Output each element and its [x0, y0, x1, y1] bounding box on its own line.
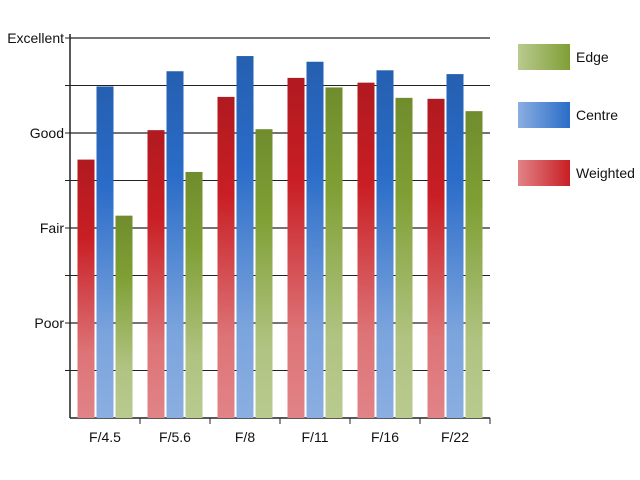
bar-weighted-f-16: [357, 82, 375, 419]
bar-weighted-f-8: [217, 96, 235, 419]
legend-item-centre: Centre: [518, 102, 618, 128]
legend-swatch: [518, 160, 570, 186]
bar-edge-f-16: [395, 97, 413, 418]
x-tick-label: F/5.6: [159, 429, 191, 445]
legend-swatch: [518, 102, 570, 128]
legend-label: Centre: [576, 107, 618, 123]
bar-centre-f-8: [236, 56, 254, 419]
y-tick-label: Good: [30, 125, 64, 141]
bar-centre-f-16: [376, 70, 394, 419]
bar-centre-f-4-5: [96, 86, 114, 418]
bar-edge-f-22: [465, 111, 483, 419]
bar-weighted-f-11: [287, 77, 305, 419]
legend-item-edge: Edge: [518, 44, 609, 70]
bar-edge-f-5-6: [185, 171, 203, 418]
x-tick-label: F/8: [235, 429, 255, 445]
bar-centre-f-11: [306, 61, 324, 418]
legend-label: Weighted: [576, 165, 635, 181]
x-tick-label: F/22: [441, 429, 469, 445]
bar-weighted-f-5-6: [147, 130, 165, 418]
bar-weighted-f-22: [427, 98, 445, 419]
y-tick-labels: Poor Fair Good Excellent: [7, 30, 64, 331]
y-tick-label: Excellent: [7, 30, 64, 46]
x-tick-label: F/4.5: [89, 429, 121, 445]
legend-swatch: [518, 44, 570, 70]
bar-edge-f-11: [325, 87, 343, 419]
bar-centre-f-5-6: [166, 71, 184, 418]
y-tick-label: Fair: [40, 220, 64, 236]
y-tick-label: Poor: [34, 315, 64, 331]
bar-edge-f-4-5: [115, 215, 133, 418]
x-tick-label: F/16: [371, 429, 399, 445]
bars: [77, 56, 483, 419]
legend-item-weighted: Weighted: [518, 160, 635, 186]
bar-edge-f-8: [255, 129, 273, 418]
grid-lines: [70, 37, 490, 371]
bar-weighted-f-4-5: [77, 159, 95, 418]
x-tick-labels: F/4.5 F/5.6 F/8 F/11 F/16 F/22: [89, 429, 469, 445]
axes: [65, 34, 491, 424]
legend: Edge Centre Weighted: [518, 44, 635, 186]
legend-label: Edge: [576, 49, 609, 65]
bar-centre-f-22: [446, 74, 464, 418]
x-tick-label: F/11: [302, 429, 329, 445]
